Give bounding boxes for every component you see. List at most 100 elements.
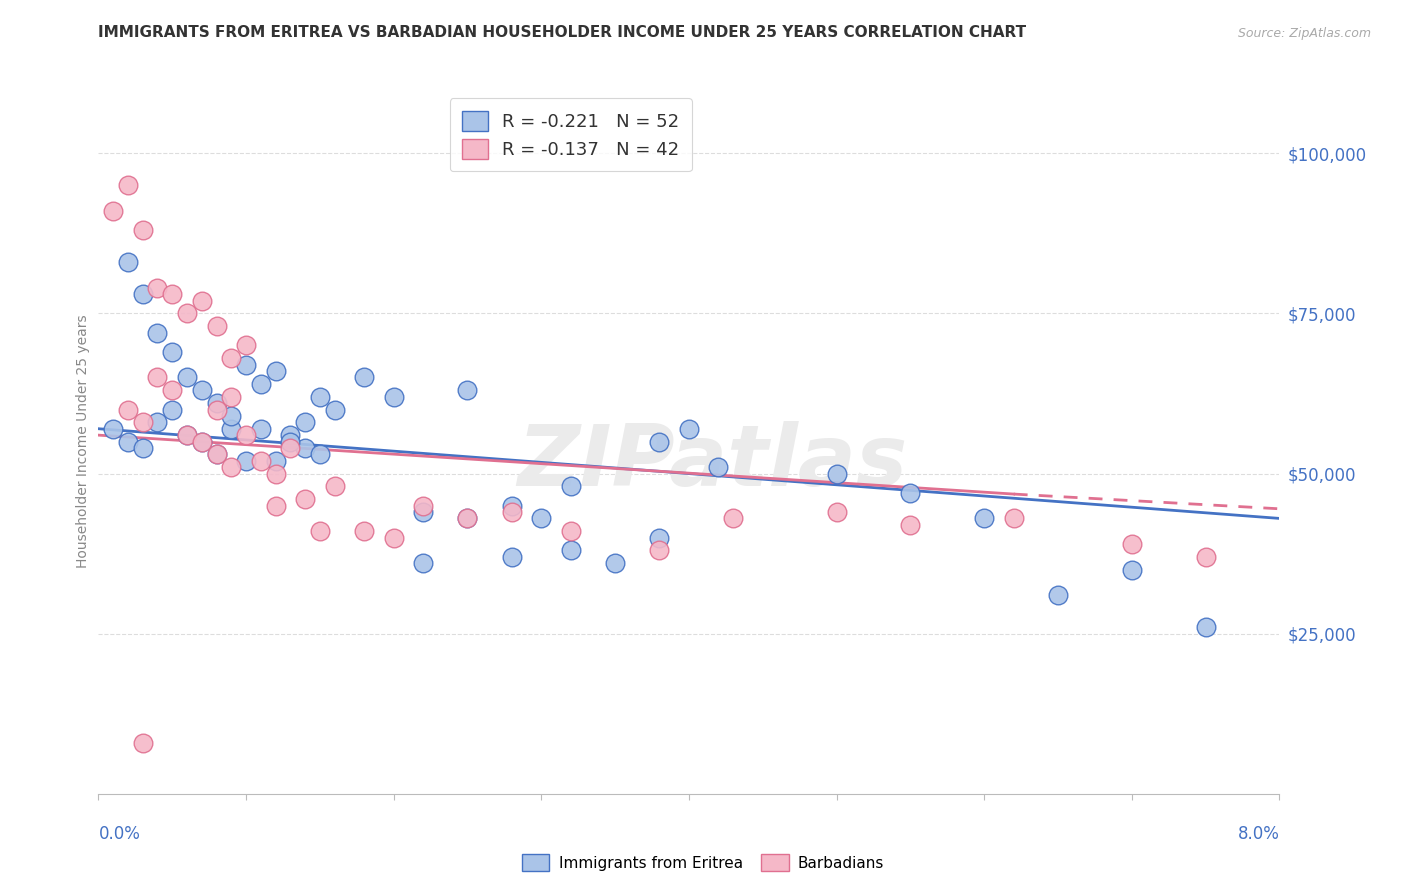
Point	[648, 434, 671, 449]
Point	[412, 505, 434, 519]
Point	[605, 556, 627, 570]
Legend: Immigrants from Eritrea, Barbadians: Immigrants from Eritrea, Barbadians	[516, 848, 890, 877]
Legend: R = -0.221   N = 52, R = -0.137   N = 42: R = -0.221 N = 52, R = -0.137 N = 42	[450, 98, 692, 171]
Point	[825, 505, 848, 519]
Point	[678, 422, 700, 436]
Point	[117, 402, 139, 417]
Point	[219, 409, 242, 423]
Point	[176, 306, 198, 320]
Point	[205, 396, 228, 410]
Point	[117, 178, 139, 193]
Point	[648, 543, 671, 558]
Point	[146, 281, 169, 295]
Point	[308, 524, 332, 539]
Point	[278, 434, 302, 449]
Point	[456, 384, 478, 398]
Point	[412, 556, 434, 570]
Point	[278, 441, 302, 455]
Point	[176, 370, 198, 384]
Point	[235, 428, 257, 442]
Point	[191, 293, 214, 308]
Point	[353, 524, 375, 539]
Point	[308, 390, 332, 404]
Point	[323, 479, 346, 493]
Point	[219, 460, 242, 475]
Point	[146, 370, 169, 384]
Point	[191, 384, 214, 398]
Point	[707, 460, 730, 475]
Point	[973, 511, 995, 525]
Point	[1121, 537, 1143, 551]
Point	[162, 344, 183, 359]
Point	[825, 467, 848, 481]
Point	[382, 531, 405, 545]
Point	[560, 543, 582, 558]
Point	[250, 376, 273, 391]
Point	[294, 492, 316, 507]
Point	[162, 384, 183, 398]
Point	[132, 441, 155, 455]
Point	[382, 390, 405, 404]
Point	[1121, 563, 1143, 577]
Point	[235, 358, 257, 372]
Point	[250, 422, 273, 436]
Text: IMMIGRANTS FROM ERITREA VS BARBADIAN HOUSEHOLDER INCOME UNDER 25 YEARS CORRELATI: IMMIGRANTS FROM ERITREA VS BARBADIAN HOU…	[98, 25, 1026, 40]
Point	[308, 447, 332, 461]
Point	[412, 499, 434, 513]
Text: 8.0%: 8.0%	[1237, 825, 1279, 843]
Point	[162, 402, 183, 417]
Point	[264, 364, 287, 378]
Point	[721, 511, 744, 525]
Point	[132, 415, 155, 429]
Point	[501, 549, 523, 564]
Point	[648, 531, 671, 545]
Point	[264, 454, 287, 468]
Point	[219, 422, 242, 436]
Text: Source: ZipAtlas.com: Source: ZipAtlas.com	[1237, 27, 1371, 40]
Point	[219, 390, 242, 404]
Text: 0.0%: 0.0%	[98, 825, 141, 843]
Point	[117, 255, 139, 269]
Point	[323, 402, 346, 417]
Point	[278, 428, 302, 442]
Point	[456, 511, 478, 525]
Point	[205, 402, 228, 417]
Point	[146, 326, 169, 340]
Point	[900, 485, 922, 500]
Point	[132, 223, 155, 237]
Point	[1194, 620, 1216, 634]
Point	[294, 415, 316, 429]
Point	[176, 428, 198, 442]
Point	[132, 736, 155, 750]
Point	[560, 479, 582, 493]
Point	[264, 467, 287, 481]
Point	[501, 499, 523, 513]
Point	[205, 447, 228, 461]
Point	[146, 415, 169, 429]
Point	[501, 505, 523, 519]
Point	[250, 454, 273, 468]
Point	[103, 203, 125, 218]
Point	[132, 287, 155, 301]
Y-axis label: Householder Income Under 25 years: Householder Income Under 25 years	[76, 315, 90, 568]
Point	[560, 524, 582, 539]
Point	[1002, 511, 1025, 525]
Point	[456, 511, 478, 525]
Point	[1046, 588, 1069, 602]
Point	[191, 434, 214, 449]
Point	[191, 434, 214, 449]
Point	[235, 454, 257, 468]
Point	[219, 351, 242, 366]
Point	[1194, 549, 1216, 564]
Point	[264, 499, 287, 513]
Point	[103, 422, 125, 436]
Point	[205, 319, 228, 334]
Point	[162, 287, 183, 301]
Point	[235, 338, 257, 352]
Point	[205, 447, 228, 461]
Point	[530, 511, 553, 525]
Text: ZIPatlas: ZIPatlas	[517, 421, 908, 504]
Point	[176, 428, 198, 442]
Point	[294, 441, 316, 455]
Point	[353, 370, 375, 384]
